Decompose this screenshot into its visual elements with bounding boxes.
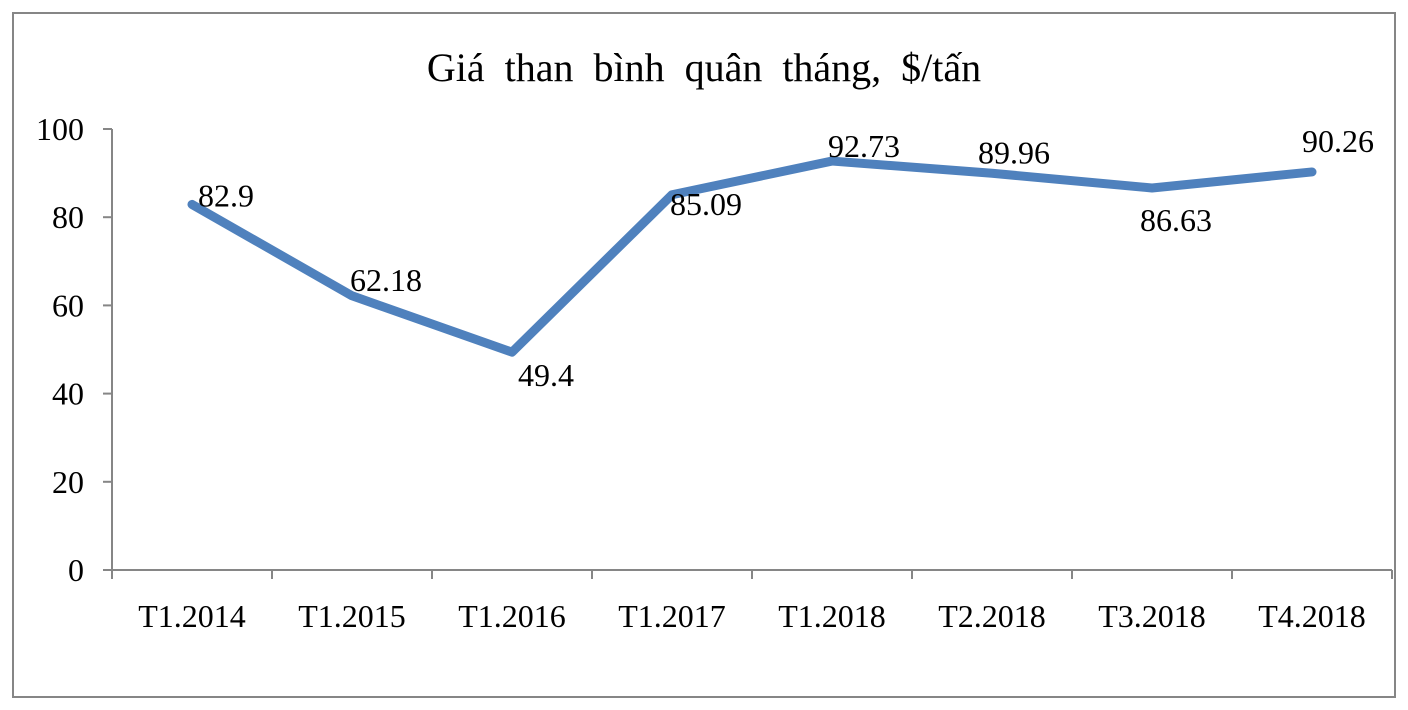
x-tick-label: T4.2018	[1258, 598, 1366, 634]
data-label: 86.63	[1140, 202, 1212, 238]
data-point	[829, 158, 835, 165]
y-tick-label: 0	[68, 552, 84, 588]
data-point	[669, 191, 675, 198]
data-point	[1309, 168, 1315, 175]
y-tick-label: 20	[52, 464, 84, 500]
x-tick-label: T1.2015	[298, 598, 406, 634]
data-label: 85.09	[670, 186, 742, 222]
chart-title: Giá than bình quân tháng, $/tấn	[426, 45, 982, 90]
y-tick-label: 80	[52, 199, 84, 235]
data-point	[349, 292, 355, 299]
x-tick-label: T1.2018	[778, 598, 886, 634]
data-point	[509, 349, 515, 356]
x-tick-label: T1.2014	[138, 598, 246, 634]
chart-area	[12, 12, 1396, 698]
y-tick-label: 60	[52, 287, 84, 323]
data-label: 49.4	[518, 357, 574, 393]
y-tick-label: 100	[36, 111, 84, 147]
data-label: 89.96	[978, 134, 1050, 170]
data-point	[989, 170, 995, 177]
x-tick-label: T3.2018	[1098, 598, 1206, 634]
x-tick-label: T1.2016	[458, 598, 566, 634]
data-label: 92.73	[828, 128, 900, 164]
data-point	[189, 201, 195, 208]
data-label: 62.18	[350, 262, 422, 298]
data-label: 90.26	[1302, 123, 1374, 159]
x-tick-label: T2.2018	[938, 598, 1046, 634]
x-tick-label: T1.2017	[618, 598, 726, 634]
data-label: 82.9	[198, 177, 254, 213]
data-point	[1149, 184, 1155, 191]
y-tick-label: 40	[52, 376, 84, 412]
series-line	[187, 156, 1317, 357]
